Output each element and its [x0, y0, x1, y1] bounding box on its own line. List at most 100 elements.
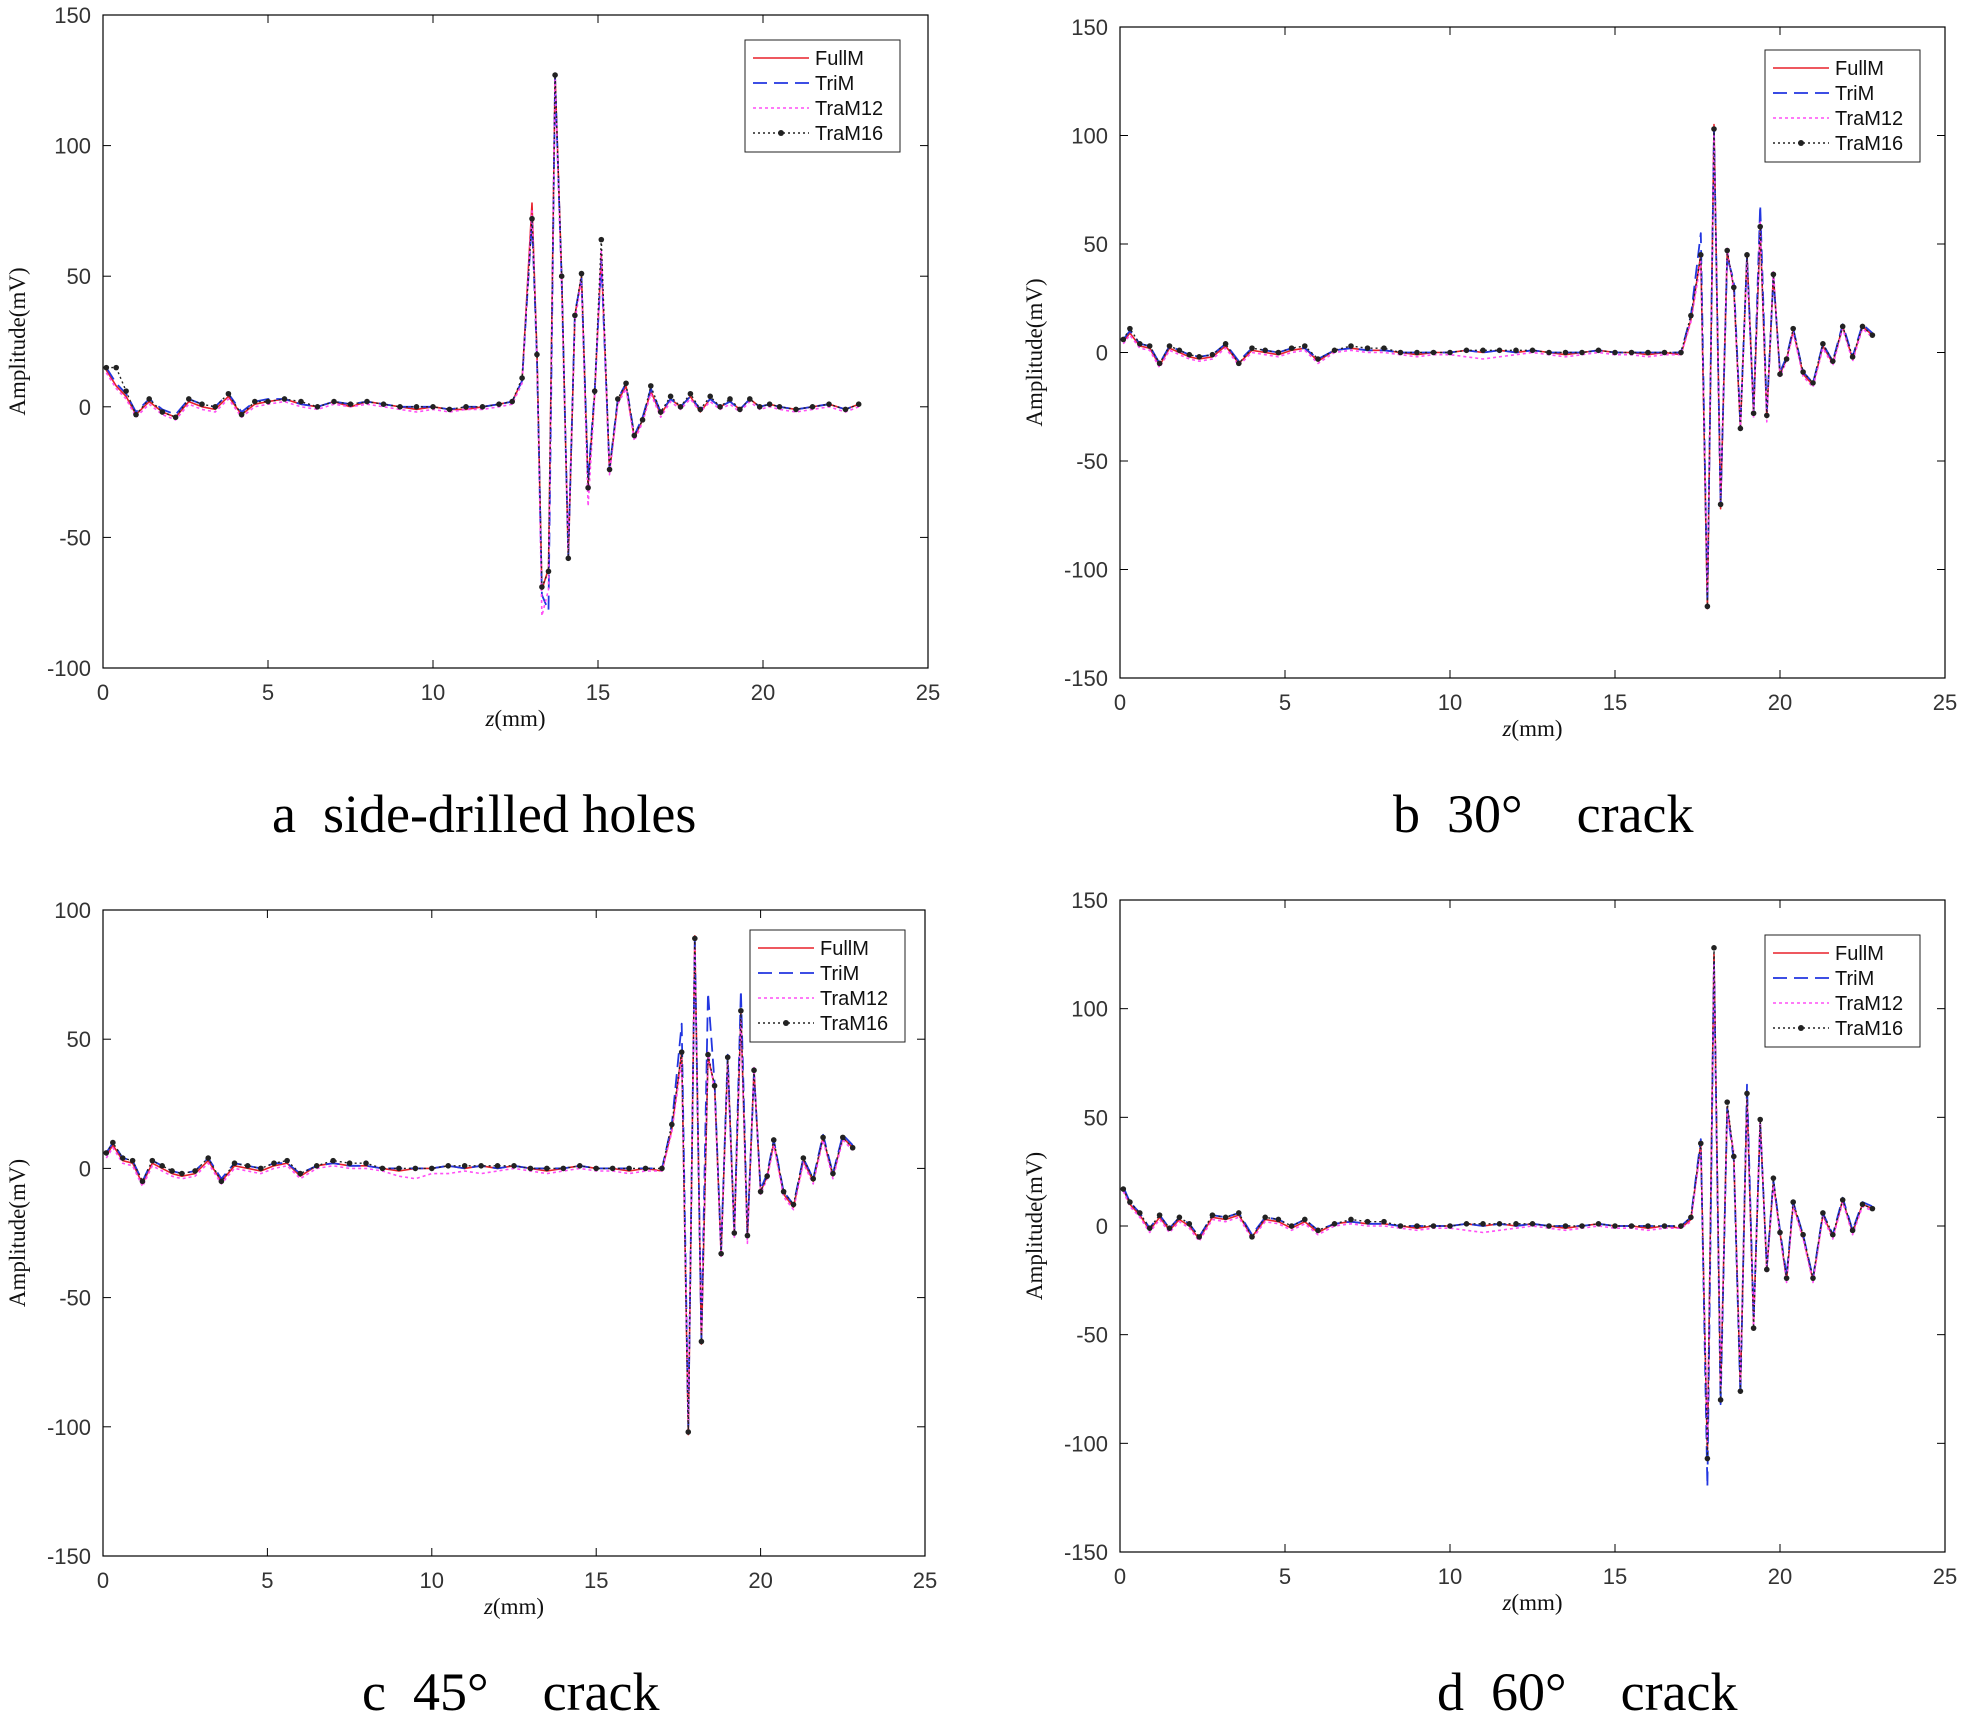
data-point-tram16 [1628, 1223, 1635, 1229]
data-point-tram16 [1331, 1221, 1338, 1227]
data-point-tram16 [698, 1338, 705, 1345]
data-point-tram16 [212, 404, 218, 410]
data-point-tram16 [186, 396, 192, 402]
data-point-tram16 [446, 406, 453, 413]
data-point-tram16 [1156, 360, 1163, 367]
data-point-tram16 [1717, 1397, 1724, 1403]
data-point-tram16 [1678, 1223, 1684, 1229]
data-point-tram16 [1764, 412, 1770, 419]
x-tick-label: 5 [261, 1568, 273, 1593]
data-point-tram16 [578, 270, 585, 277]
x-tick-label: 0 [1114, 1564, 1126, 1589]
data-point-tram16 [1764, 1266, 1770, 1273]
legend-label-trim: TriM [820, 963, 859, 985]
data-point-tram16 [1562, 1223, 1569, 1229]
x-tick-label: 20 [748, 1568, 772, 1593]
legend-label-tram16: TraM16 [815, 123, 883, 145]
x-axis-label-unit: (mm) [1511, 716, 1562, 741]
data-point-tram16 [1463, 347, 1470, 354]
x-tick-label: 20 [1768, 690, 1792, 715]
data-point-tram16 [1414, 1223, 1420, 1229]
y-tick-label: -50 [59, 1286, 91, 1311]
series-line-tram16 [1122, 128, 1873, 608]
data-point-tram16 [744, 1232, 751, 1239]
data-point-tram16 [1790, 325, 1796, 332]
data-point-tram16 [1777, 1229, 1783, 1236]
data-point-tram16 [159, 409, 166, 415]
y-tick-label: 0 [79, 395, 91, 420]
y-axis-label: Amplitude(mV) [5, 1159, 30, 1307]
data-point-tram16 [842, 406, 849, 413]
data-point-tram16 [129, 1157, 136, 1164]
data-point-tram16 [1262, 347, 1268, 354]
data-point-tram16 [1249, 345, 1255, 351]
data-point-tram16 [1546, 1223, 1552, 1229]
data-point-tram16 [231, 1160, 238, 1167]
data-point-tram16 [1331, 347, 1338, 354]
data-point-tram16 [623, 380, 629, 387]
data-point-tram16 [572, 312, 578, 319]
data-point-tram16 [576, 1163, 583, 1169]
data-point-tram16 [565, 555, 572, 562]
data-point-tram16 [1222, 1214, 1229, 1221]
data-point-tram16 [1137, 341, 1143, 347]
data-point-tram16 [1783, 1275, 1790, 1281]
data-point-tram16 [780, 1188, 787, 1195]
series-group [103, 934, 856, 1436]
data-point-tram16 [380, 401, 387, 407]
data-point-tram16 [149, 1157, 156, 1164]
data-point-tram16 [757, 1188, 764, 1195]
data-point-tram16 [631, 432, 638, 439]
data-point-tram16 [1628, 349, 1635, 356]
data-point-tram16 [1790, 1199, 1796, 1205]
data-point-tram16 [1579, 1223, 1585, 1229]
legend: FullM TriM TraM12 TraM16 [1764, 49, 1921, 163]
data-point-tram16 [1645, 1223, 1651, 1229]
data-point-tram16 [1236, 360, 1242, 367]
data-point-tram16 [1236, 1210, 1242, 1216]
x-axis-label-var: z [1501, 1590, 1511, 1615]
data-point-tram16 [1711, 126, 1717, 132]
legend-label-tram12: TraM12 [820, 988, 888, 1010]
data-point-tram16 [1463, 1221, 1470, 1227]
data-point-tram16 [314, 404, 321, 410]
data-point-tram16 [1156, 1212, 1163, 1218]
data-point-tram16 [1513, 1221, 1519, 1227]
data-point-tram16 [1249, 1234, 1255, 1240]
data-point-tram16 [527, 1165, 534, 1172]
data-point-tram16 [297, 1170, 304, 1177]
y-tick-label: 50 [1084, 1105, 1108, 1130]
x-tick-label: 5 [262, 680, 274, 705]
data-point-tram16 [1209, 1212, 1216, 1218]
data-point-tram16 [552, 72, 558, 78]
data-point-tram16 [298, 398, 304, 405]
data-point-tram16 [252, 398, 258, 405]
data-point-tram16 [642, 1165, 649, 1172]
legend: FullM TriM TraM12 TraM16 [744, 39, 901, 153]
data-point-tram16 [560, 1165, 567, 1172]
data-point-tram16 [445, 1163, 452, 1169]
y-tick-label: -150 [1064, 666, 1108, 691]
data-point-tram16 [615, 396, 621, 402]
data-point-tram16 [1859, 1201, 1866, 1208]
plot-frame [102, 14, 929, 669]
y-tick-label: -50 [1076, 449, 1108, 474]
data-point-tram16 [1770, 271, 1777, 278]
data-point-tram16 [1731, 284, 1737, 291]
x-axis-label: z(mm) [484, 706, 545, 731]
data-point-tram16 [172, 414, 179, 421]
data-point-tram16 [1127, 325, 1133, 332]
data-point-tram16 [609, 1165, 616, 1172]
data-point-tram16 [1364, 345, 1371, 351]
chart-panel-d: 0 5 10 15 20 25 -150 -100 -50 0 50 100 150 z(mm) Ampli… [1000, 880, 1965, 1640]
data-point-tram16 [258, 1165, 264, 1172]
data-point-tram16 [238, 411, 245, 418]
data-point-tram16 [271, 1160, 277, 1167]
data-point-tram16 [1348, 343, 1354, 349]
data-point-tram16 [1688, 1214, 1694, 1221]
caption-a: a side-drilled holes [272, 784, 697, 844]
data-point-tram16 [265, 398, 271, 405]
data-point-tram16 [1166, 1225, 1173, 1231]
data-point-tram16 [1800, 1231, 1806, 1238]
y-tick-label: 150 [54, 3, 91, 28]
